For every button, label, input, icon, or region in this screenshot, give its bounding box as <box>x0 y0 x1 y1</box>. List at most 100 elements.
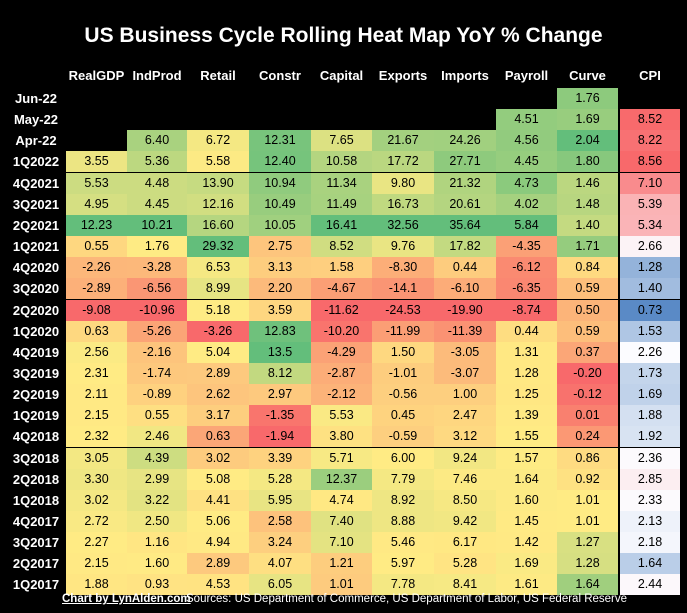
heatmap-cell: 16.41 <box>311 214 372 236</box>
row-label: 2Q2019 <box>12 387 60 403</box>
heatmap-cell: 2.47 <box>434 405 496 427</box>
heatmap-cell: 12.16 <box>187 193 249 215</box>
heatmap-cell: 8.99 <box>187 278 249 300</box>
heatmap-cell: 1.60 <box>496 489 557 511</box>
heatmap-cell: 1.92 <box>620 426 680 448</box>
heatmap-cell: 7.65 <box>311 130 372 152</box>
heatmap-cell: 9.76 <box>372 236 434 258</box>
heatmap-cell: -19.90 <box>434 299 496 321</box>
heatmap-cell: 7.40 <box>311 511 372 532</box>
heatmap-cell: 5.95 <box>249 489 311 511</box>
heatmap-cell: 4.45 <box>127 193 187 215</box>
heatmap-cell: 4.39 <box>127 447 187 469</box>
heatmap-cell: 1.57 <box>496 447 557 469</box>
heatmap-cell: 1.25 <box>496 384 557 406</box>
heatmap-cell: 1.64 <box>496 468 557 490</box>
heatmap-cell: 1.55 <box>496 426 557 448</box>
heatmap-cell: 6.53 <box>187 257 249 279</box>
chart-title: US Business Cycle Rolling Heat Map YoY %… <box>84 24 603 47</box>
heatmap-cell: 0.93 <box>127 574 187 596</box>
heatmap-cell: 5.71 <box>311 447 372 469</box>
heatmap-cell: 2.89 <box>187 553 249 575</box>
heatmap-cell: 3.59 <box>249 299 311 321</box>
heatmap-cell: 1.40 <box>557 214 618 236</box>
heatmap-cell: -3.07 <box>434 362 496 384</box>
row-label: 1Q2019 <box>12 408 60 424</box>
row-label: 1Q2022 <box>12 154 60 170</box>
heatmap-cell: 1.80 <box>557 151 618 173</box>
heatmap-cell: 9.80 <box>372 172 434 194</box>
heatmap-cell: -0.20 <box>557 362 618 384</box>
heatmap-cell: 10.58 <box>311 151 372 173</box>
heatmap-cell: -11.39 <box>434 320 496 342</box>
heatmap-cell: 1.69 <box>557 109 618 131</box>
heatmap-cell: -6.35 <box>496 278 557 300</box>
heatmap-cell: 3.30 <box>66 468 127 490</box>
heatmap-cell: 7.78 <box>372 574 434 596</box>
heatmap-cell: 20.61 <box>434 193 496 215</box>
heatmap-cell: 1.28 <box>620 257 680 279</box>
heatmap-cell: 2.20 <box>249 278 311 300</box>
heatmap-cell: 2.11 <box>66 384 127 406</box>
heatmap-cell: 1.71 <box>557 236 618 258</box>
heatmap-cell: -1.74 <box>127 362 187 384</box>
row-label: 2Q2017 <box>12 556 60 572</box>
heatmap-cell: 2.62 <box>187 384 249 406</box>
heatmap-cell: 5.06 <box>187 511 249 532</box>
heatmap-cell: 1.28 <box>557 553 618 575</box>
column-header-exports: Exports <box>378 68 428 83</box>
heatmap-cell: 5.46 <box>372 532 434 554</box>
column-header-constr: Constr <box>259 68 301 83</box>
chart-footer: Chart by LynAlden.com Sources: US Depart… <box>0 592 687 610</box>
heatmap-cell: 4.48 <box>127 172 187 194</box>
heatmap-cell: 0.55 <box>127 405 187 427</box>
heatmap-cell: 1.46 <box>557 172 618 194</box>
heatmap-cell: 12.40 <box>249 151 311 173</box>
heatmap-cell: 5.04 <box>187 341 249 363</box>
row-label: 1Q2020 <box>12 323 60 339</box>
heatmap-cell: 8.52 <box>311 236 372 258</box>
heatmap-cell: -10.96 <box>127 299 187 321</box>
heatmap-cell: 5.53 <box>311 405 372 427</box>
heatmap-cell: 0.63 <box>187 426 249 448</box>
heatmap-cell: 2.32 <box>66 426 127 448</box>
heatmap-cell: 1.27 <box>557 532 618 554</box>
column-header-retail: Retail <box>200 68 236 83</box>
heatmap-cell: 2.85 <box>620 468 680 490</box>
heatmap-cell: -0.56 <box>372 384 434 406</box>
row-label: Jun-22 <box>15 91 57 106</box>
heatmap-cell: 5.08 <box>187 468 249 490</box>
heatmap-cell: 5.58 <box>187 151 249 173</box>
heatmap-cell: 1.64 <box>620 553 680 575</box>
heatmap-cell: 1.61 <box>496 574 557 596</box>
row-label: May-22 <box>13 112 59 128</box>
heatmap-cell: 21.32 <box>434 172 496 194</box>
heatmap-cell: 10.94 <box>249 172 311 194</box>
heatmap-cell: 5.84 <box>496 214 557 236</box>
credit-link[interactable]: Chart by LynAlden.com <box>62 593 191 605</box>
heatmap-cell: 1.50 <box>372 341 434 363</box>
heatmap-cell: 2.50 <box>127 511 187 532</box>
heatmap-cell: 2.36 <box>620 447 680 469</box>
heatmap-cell: 0.59 <box>557 278 618 300</box>
heatmap-cell: -3.28 <box>127 257 187 279</box>
heatmap-cell: 10.49 <box>249 193 311 215</box>
heatmap-cell: 11.49 <box>311 193 372 215</box>
heatmap-cell: 1.76 <box>557 88 618 109</box>
heatmap-cell: 6.00 <box>372 447 434 469</box>
heatmap-cell: 2.26 <box>620 341 680 363</box>
heatmap-cell: -11.99 <box>372 320 434 342</box>
heatmap-cell: 2.97 <box>249 384 311 406</box>
heatmap-cell: 29.32 <box>187 236 249 258</box>
row-label: 4Q2019 <box>12 344 60 360</box>
heatmap-cell: 1.01 <box>557 511 618 532</box>
heatmap-cell: -4.67 <box>311 278 372 300</box>
heatmap-cell: 11.34 <box>311 172 372 194</box>
heatmap-cell: 7.10 <box>311 532 372 554</box>
row-label: 4Q2017 <box>12 514 60 529</box>
heatmap-cell: 3.80 <box>311 426 372 448</box>
heatmap-cell: 4.74 <box>311 489 372 511</box>
heatmap-cell: -2.16 <box>127 341 187 363</box>
heatmap-cell: 8.52 <box>620 109 680 131</box>
heatmap-cell: 1.69 <box>620 384 680 406</box>
